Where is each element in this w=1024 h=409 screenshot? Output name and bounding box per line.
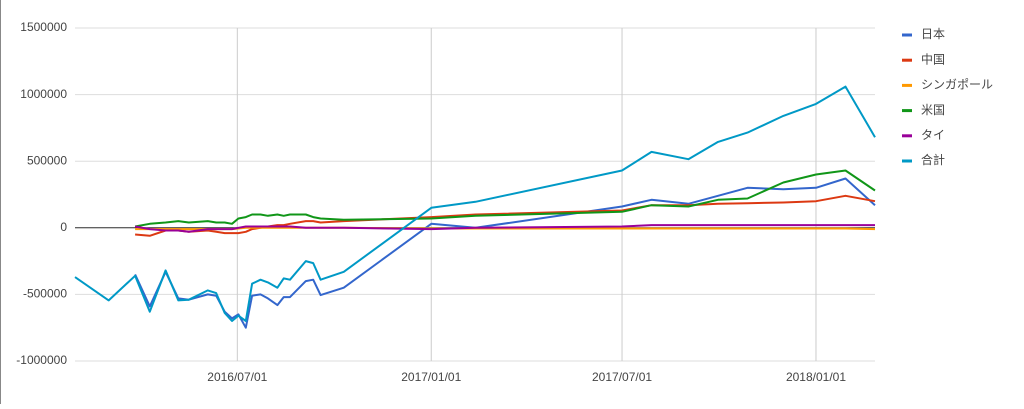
y-tick-label: 1000000 (20, 87, 67, 101)
legend-label: 日本 (921, 27, 945, 41)
y-tick-label: 1500000 (20, 20, 67, 34)
series-line (135, 194, 876, 237)
x-tick-label: 2016/07/01 (207, 370, 267, 384)
y-tick-label: -500000 (23, 287, 67, 301)
x-tick-label: 2017/01/01 (401, 370, 461, 384)
legend-label: タイ (921, 128, 945, 142)
legend-label: 米国 (921, 103, 945, 117)
series-line (134, 169, 876, 228)
x-tick-label: 2017/07/01 (592, 370, 652, 384)
y-tick-label: -1000000 (16, 353, 67, 367)
legend-label: 合計 (921, 152, 945, 167)
x-tick-label: 2018/01/01 (786, 370, 846, 384)
series-line (134, 224, 875, 233)
legend-label: 中国 (921, 51, 945, 66)
series-line (74, 85, 876, 322)
series-line (134, 177, 876, 329)
y-tick-label: 500000 (27, 153, 67, 167)
legend-label: シンガポール (921, 78, 993, 92)
y-tick-label: 0 (60, 220, 67, 234)
